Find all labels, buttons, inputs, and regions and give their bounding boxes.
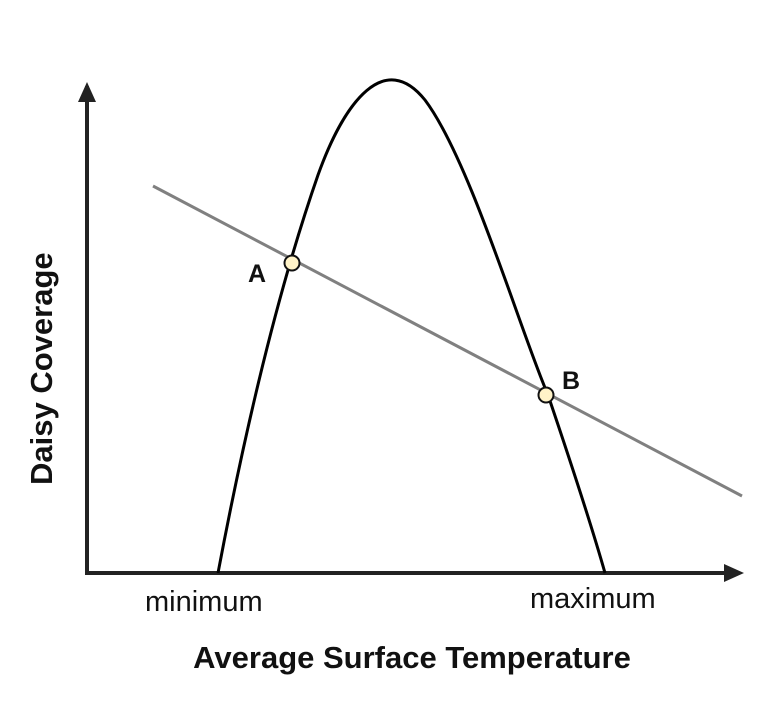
y-axis-title: Daisy Coverage	[24, 252, 59, 485]
point-b-label: B	[562, 367, 580, 395]
point-a-label: A	[248, 260, 266, 288]
x-tick-label-maximum: maximum	[530, 583, 656, 615]
y-axis-arrow-icon	[78, 82, 96, 102]
growth-curve	[216, 78, 607, 574]
point-b-marker	[537, 386, 555, 404]
x-axis-title: Average Surface Temperature	[193, 640, 631, 675]
x-tick-label-minimum: minimum	[145, 586, 263, 618]
point-a-marker	[283, 254, 301, 272]
coverage-line	[152, 184, 743, 498]
x-axis-arrow-icon	[724, 564, 744, 582]
